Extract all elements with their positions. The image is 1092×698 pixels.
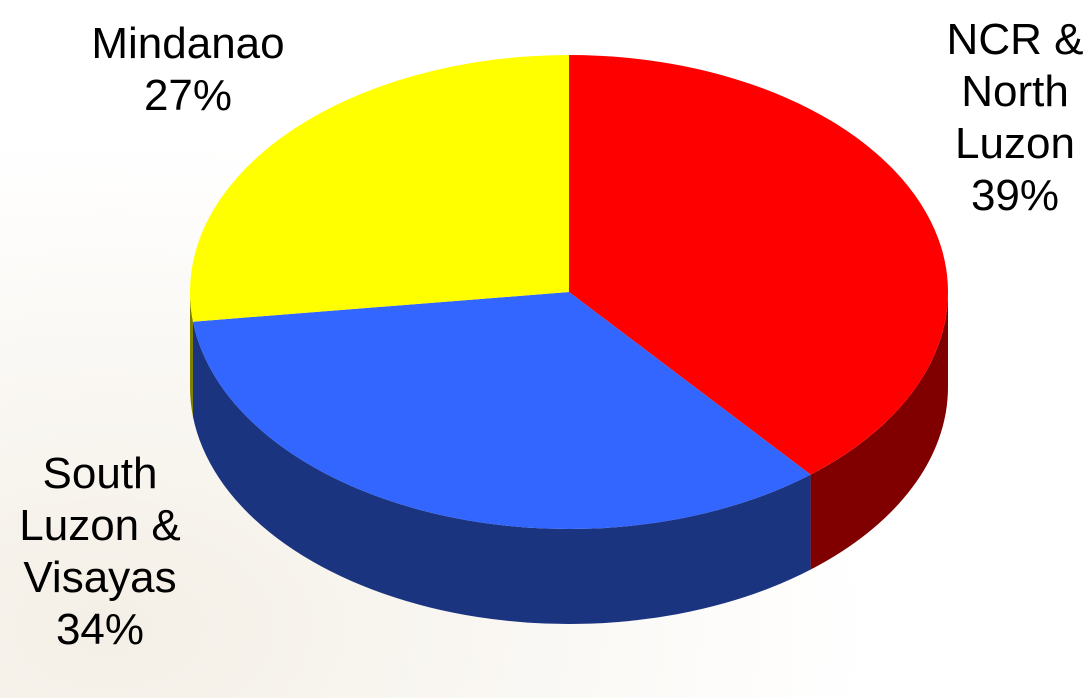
slice-label-ncr-north-luzon: NCR & North Luzon 39% (925, 14, 1092, 222)
slice-label-line: NCR & (946, 15, 1084, 64)
slice-label-value: 34% (55, 605, 145, 654)
pie-side-mindanao (190, 292, 193, 417)
slice-label-value: 27% (143, 71, 233, 120)
slice-label-line: Mindanao (91, 19, 285, 68)
slice-label-mindanao: Mindanao 27% (78, 18, 298, 122)
slice-label-line: North (961, 67, 1069, 116)
slice-label-line: Luzon & (19, 501, 181, 550)
slice-label-line: Visayas (23, 553, 177, 602)
slice-label-south-luzon-visayas: South Luzon & Visayas 34% (0, 448, 200, 656)
pie-slice-mindanao (189, 55, 569, 322)
slice-label-line: Luzon (955, 119, 1075, 168)
pie-slice-south-luzon-visayas (192, 292, 811, 529)
slice-label-line: South (42, 449, 158, 498)
pie-side-south-luzon-visayas (192, 321, 811, 624)
pie-side-ncr-north-luzon (810, 292, 948, 570)
pie-slice-ncr-north-luzon (569, 55, 949, 475)
slice-label-value: 39% (970, 171, 1060, 220)
